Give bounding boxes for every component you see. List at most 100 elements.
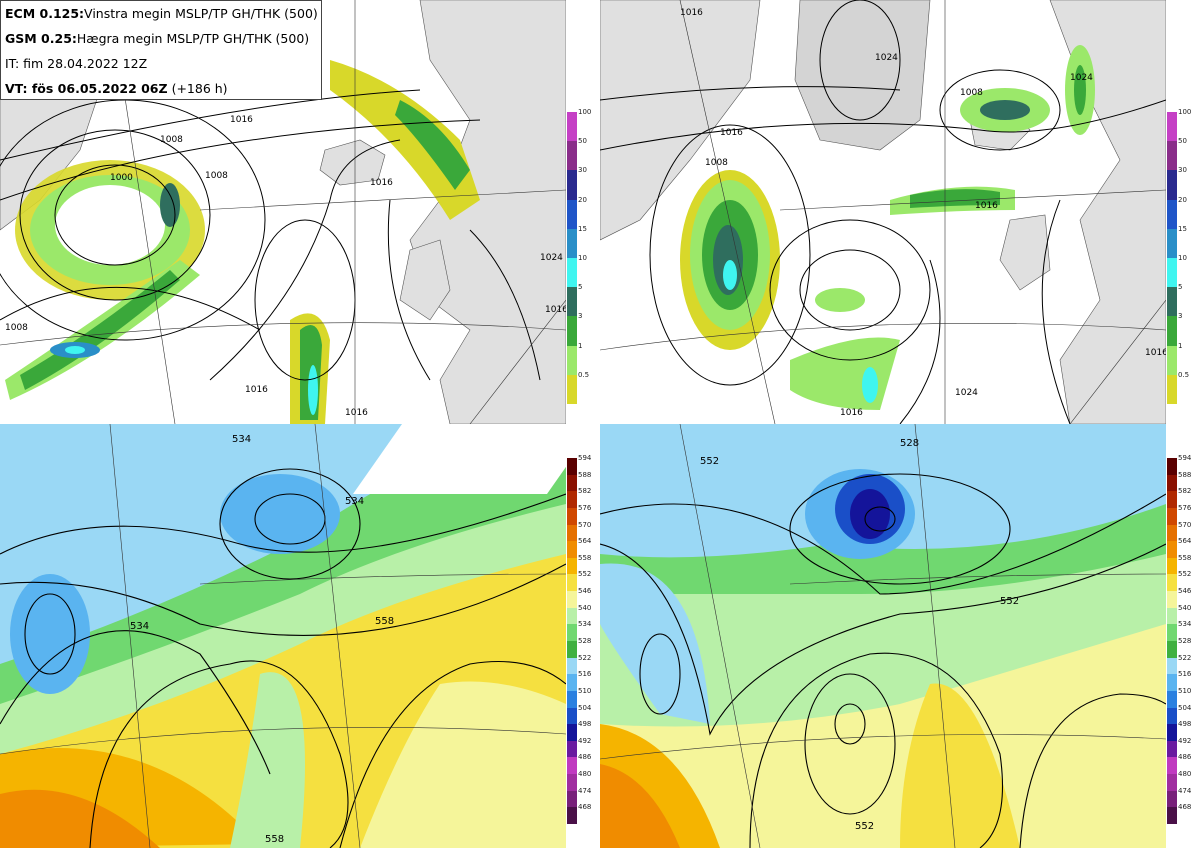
scale-tick-label: 516	[1178, 670, 1192, 679]
scale-color-segment	[1167, 374, 1177, 405]
scale-tick-label: 594	[1178, 454, 1192, 462]
scale-color-segment	[567, 491, 577, 509]
height-labels: 552 528 552 552	[700, 438, 1019, 832]
height-label: 558	[265, 834, 284, 845]
isobar-labels: 1016 1024 1016 1008 1008 1016 1016 1024 …	[680, 8, 1166, 418]
iceland-land	[319, 139, 386, 186]
scale-tick-label: 492	[578, 736, 592, 745]
height-label: 552	[700, 456, 719, 467]
scale-color-segment	[567, 474, 577, 492]
graticule	[600, 424, 1166, 848]
gsm-mslp-precip-map: 1016 1024 1016 1008 1008 1016 1016 1024 …	[600, 0, 1166, 424]
scale-tick-label: 510	[1178, 686, 1192, 695]
scale-color-segment	[1167, 807, 1177, 825]
scale-color-segment	[1167, 170, 1177, 201]
scale-tick-label: 534	[578, 620, 592, 629]
scale-tick-label: 504	[578, 703, 592, 712]
height-label: 534	[232, 434, 251, 445]
scale-color-segment	[567, 541, 577, 559]
scale-color-segment	[567, 607, 577, 625]
scale-tick-label: 522	[578, 653, 592, 662]
scale-color-segment	[567, 591, 577, 609]
scale-color-segment	[567, 690, 577, 709]
isobar-label: 1000	[110, 173, 133, 183]
scale-tick-label: 5	[578, 283, 583, 292]
scale-tick-label: 534	[1178, 620, 1192, 629]
scale-tick-label: 564	[1178, 537, 1192, 546]
scale-tick-label: 588	[578, 470, 592, 479]
scale-color-segment	[567, 170, 577, 201]
scale-color-segment	[1167, 345, 1177, 376]
gsm-mslp-precip-svg: 1016 1024 1016 1008 1008 1016 1016 1024 …	[600, 0, 1166, 424]
scale-tick-label: 558	[578, 553, 592, 562]
scale-color-segment	[1167, 491, 1177, 509]
scale-tick-label: 1	[1178, 341, 1183, 350]
isobars	[600, 0, 1166, 424]
greenland-land	[794, 0, 931, 151]
scale-tick-label: 5	[1178, 283, 1183, 292]
canada-land	[600, 0, 761, 241]
scale-tick-label: 480	[1178, 770, 1192, 779]
scale-color-segment	[1167, 524, 1177, 542]
scale-color-segment	[1167, 199, 1177, 230]
scale-tick-label: 480	[578, 770, 592, 779]
precip-scale-left: 100 50 30 20 15 10 5 3 1 0.5	[567, 108, 603, 405]
height-label: 534	[345, 496, 364, 507]
scale-color-segment	[1167, 641, 1177, 659]
isobar-label: 1008	[160, 135, 183, 145]
scale-color-segment	[567, 374, 577, 405]
scale-tick-label: 100	[578, 108, 592, 116]
ecm-model-label: ECM 0.125:	[5, 6, 85, 21]
ecm-line: ECM 0.125:Vinstra megin MSLP/TP GH/THK (…	[5, 1, 318, 26]
scale-tick-label: 498	[578, 720, 592, 729]
scale-tick-label: 540	[578, 603, 592, 612]
scale-tick-label: 0.5	[578, 370, 590, 379]
scale-tick-label: 30	[1178, 166, 1187, 175]
scale-color-segment	[567, 707, 577, 725]
thickness-scale-left: 594 588 582 576 570 564 558 552 546 540 534 528 522 5…	[567, 454, 603, 825]
isobar-label: 1008	[205, 171, 228, 181]
precip-scale-right: 100 50 30 20 15 10 5 3 1 0.5	[1167, 108, 1200, 405]
scale-color-segment	[1167, 591, 1177, 609]
precip-areas	[680, 45, 1095, 410]
scale-color-segment	[567, 228, 577, 259]
scale-color-segment	[567, 345, 577, 376]
scale-color-segment	[567, 624, 577, 642]
graticule	[600, 0, 1166, 424]
scale-tick-label: 510	[578, 686, 592, 695]
isobar-label: 1008	[960, 88, 983, 98]
scale-tick-label: 546	[1178, 587, 1192, 596]
scale-color-segment	[1167, 690, 1177, 709]
scale-color-segment	[1167, 316, 1177, 347]
gsm-model-label: GSM 0.25:	[5, 31, 77, 46]
scale-tick-label: 50	[1178, 137, 1187, 146]
isobar-label: 1016	[230, 115, 253, 125]
scale-color-segment	[1167, 258, 1177, 288]
scale-color-segment	[567, 641, 577, 659]
gsm-gh-thickness-svg: 552 528 552 552	[600, 424, 1166, 848]
thickness-scale-right: 594 588 582 576 570 564 558 552 546 540 534 528 522 5…	[1167, 454, 1200, 825]
height-label: 558	[375, 616, 394, 627]
scale-color-segment	[1167, 707, 1177, 725]
scale-color-segment	[567, 674, 577, 692]
isobar-label: 1024	[1070, 73, 1093, 83]
ecm-gh-thickness-svg: 534 534 534 558 558	[0, 424, 566, 848]
scale-color-segment	[567, 458, 577, 476]
isobar-label: 1016	[370, 178, 393, 188]
isobar-label: 1008	[5, 323, 28, 333]
isobar-label: 1016	[1145, 348, 1166, 358]
scale-tick-label: 582	[578, 487, 592, 496]
scale-color-segment	[567, 258, 577, 288]
scale-color-segment	[567, 524, 577, 542]
height-contours	[0, 468, 566, 848]
scale-tick-label: 20	[578, 195, 587, 204]
scale-color-segment	[1167, 574, 1177, 592]
lead-time: (+186 h)	[171, 81, 228, 96]
britain-land	[399, 239, 451, 321]
valid-time-line: VT: fös 06.05.2022 06Z (+186 h)	[5, 76, 317, 101]
gsm-line: GSM 0.25:Hægra megin MSLP/TP GH/THK (500…	[5, 26, 317, 51]
height-label: 528	[900, 438, 919, 449]
scale-tick-label: 474	[578, 786, 592, 795]
scale-color-segment	[1167, 774, 1177, 792]
height-label: 552	[1000, 596, 1019, 607]
